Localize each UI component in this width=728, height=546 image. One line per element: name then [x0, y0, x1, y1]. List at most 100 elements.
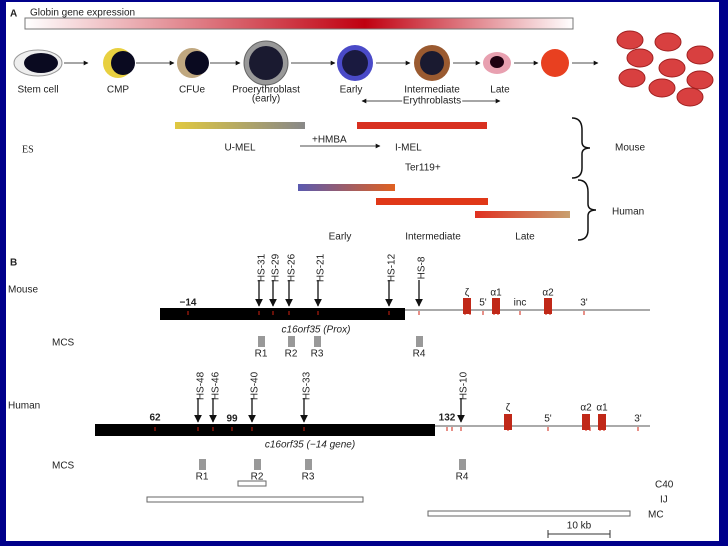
mcs-region	[254, 459, 261, 470]
gene-label: α1	[490, 288, 502, 299]
red-cell	[626, 48, 654, 68]
label: 99	[226, 414, 238, 425]
nucleus	[420, 51, 444, 75]
label: (early)	[252, 94, 280, 105]
label: IJ	[660, 495, 668, 506]
red-cell	[658, 58, 686, 78]
mcs-region	[459, 459, 466, 470]
u-mel-bar	[175, 122, 305, 129]
label: Intermediate	[405, 232, 461, 243]
gene-body	[95, 424, 435, 436]
label: R4	[456, 472, 469, 483]
label: R3	[302, 472, 315, 483]
red-cell	[676, 87, 704, 107]
mcs-region	[416, 336, 423, 347]
label: Proerythroblast	[232, 85, 300, 96]
label: CMP	[107, 85, 130, 96]
red-cell	[616, 30, 644, 50]
label: 132	[439, 413, 456, 424]
hs-site: HS-12	[387, 253, 398, 282]
label: Early	[329, 232, 352, 243]
mcs-region	[258, 336, 265, 347]
label: +HMBA	[312, 135, 347, 146]
label: R1	[196, 472, 209, 483]
nucleus	[111, 51, 135, 75]
red-cell	[618, 68, 646, 88]
nucleus	[249, 46, 283, 80]
early-bar	[298, 184, 395, 191]
hs-site: HS-46	[211, 371, 222, 400]
gene-body	[160, 308, 405, 320]
red-cell	[648, 78, 676, 98]
nucleus	[490, 56, 504, 68]
label: c16orf35 (−14 gene)	[265, 440, 355, 451]
label: CFUe	[179, 85, 206, 96]
label: MC	[648, 510, 664, 521]
hs-site: HS-29	[271, 253, 282, 282]
hs-site: HS-26	[287, 253, 298, 282]
label: Erythroblasts	[403, 96, 461, 107]
label: R1	[255, 349, 268, 360]
nucleus	[342, 50, 368, 76]
label: −14	[180, 298, 197, 309]
label: Stem cell	[17, 85, 58, 96]
gene-label: α1	[596, 403, 608, 414]
panel-label: B	[10, 258, 17, 269]
label: Mouse	[615, 143, 645, 154]
gene-label: 5'	[544, 414, 552, 425]
gene-label: ζ	[465, 288, 470, 299]
expression-bar	[24, 17, 574, 30]
i-mel-bar	[357, 122, 487, 129]
label: Globin gene expression	[30, 8, 135, 19]
gene	[582, 414, 590, 430]
label: C40	[655, 480, 674, 491]
gene	[504, 414, 512, 430]
label: c16orf35 (Prox)	[282, 325, 351, 336]
nucleus	[24, 53, 58, 73]
gene	[598, 414, 606, 430]
label: Intermediate	[404, 85, 460, 96]
gene-label: α2	[542, 288, 554, 299]
label: R3	[311, 349, 324, 360]
brace	[577, 179, 597, 241]
intermediate-bar	[376, 198, 488, 205]
hs-site: HS-48	[196, 371, 207, 400]
label: U-MEL	[224, 143, 256, 154]
hs-site: HS-8	[417, 256, 428, 279]
label: MCS	[52, 338, 75, 349]
mcs-region	[305, 459, 312, 470]
label: I-MEL	[395, 143, 422, 154]
red-cell	[686, 45, 714, 65]
mcs-region	[199, 459, 206, 470]
label: ES	[22, 144, 34, 155]
label: MCS	[52, 461, 75, 472]
label: 10 kb	[567, 521, 592, 532]
red-cell	[654, 32, 682, 52]
hs-site: HS-40	[250, 371, 261, 400]
label: Early	[340, 85, 363, 96]
hs-site: HS-10	[459, 371, 470, 400]
panel-label: A	[10, 9, 17, 20]
label: Late	[515, 232, 535, 243]
gene-label: 3'	[580, 298, 588, 309]
mcs-region	[288, 336, 295, 347]
mcs-region	[314, 336, 321, 347]
label: R4	[413, 349, 426, 360]
nucleus	[185, 51, 209, 75]
label: Late	[490, 85, 510, 96]
label: 62	[149, 413, 161, 424]
clone	[146, 496, 364, 503]
label: R2	[251, 472, 264, 483]
gene-label: 3'	[634, 414, 642, 425]
gene	[544, 298, 552, 314]
gene-label: inc	[514, 298, 527, 309]
label: R2	[285, 349, 298, 360]
hs-site: HS-21	[316, 253, 327, 282]
hs-site: HS-31	[257, 253, 268, 282]
label: Ter119+	[405, 163, 441, 174]
gene-label: α2	[580, 403, 592, 414]
red-cell	[686, 70, 714, 90]
gene	[492, 298, 500, 314]
label: Human	[612, 207, 644, 218]
